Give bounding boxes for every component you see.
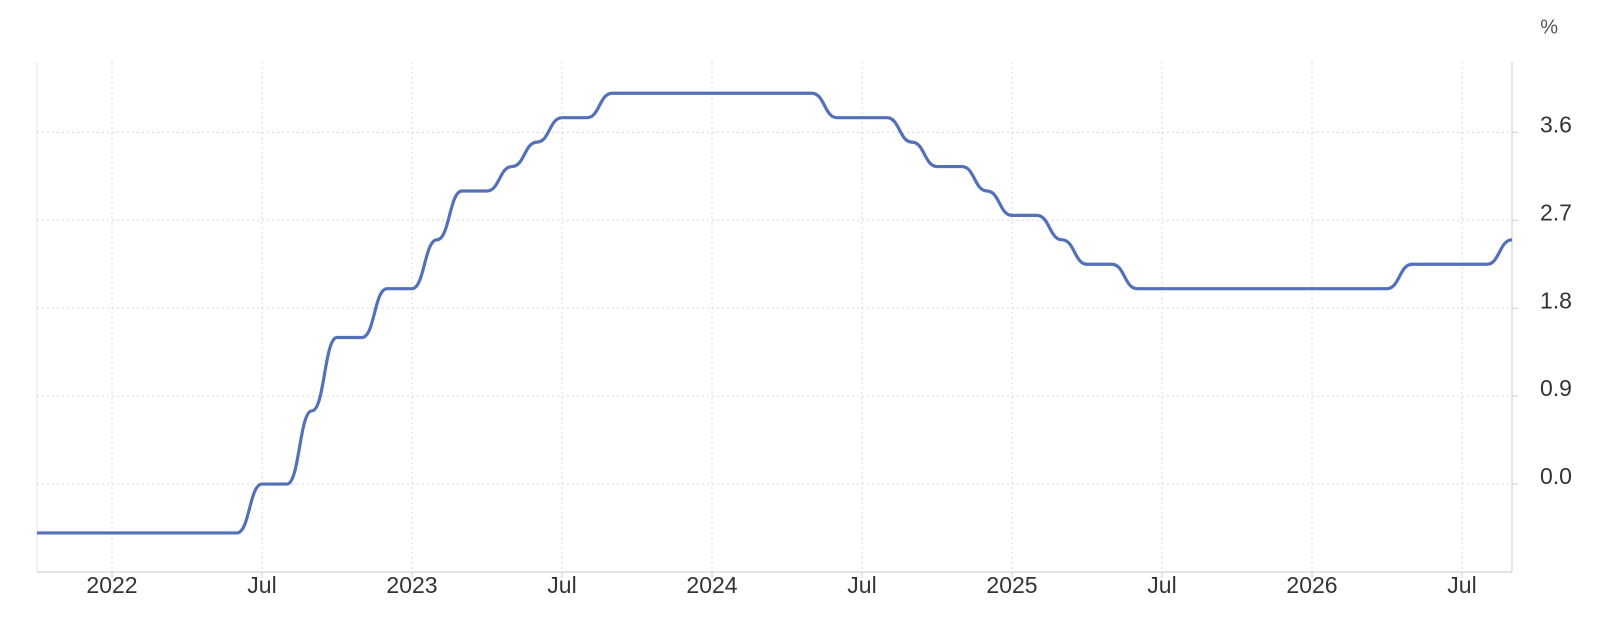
y-tick-label: 3.6 bbox=[1540, 111, 1572, 137]
x-tick-label: 2023 bbox=[386, 572, 437, 598]
x-tick-label: Jul bbox=[247, 572, 276, 598]
x-tick-label: 2025 bbox=[986, 572, 1037, 598]
x-tick-label: 2022 bbox=[86, 572, 137, 598]
x-tick-label: Jul bbox=[547, 572, 576, 598]
data-line bbox=[36, 91, 1513, 535]
y-tick-label: 2.7 bbox=[1540, 199, 1572, 225]
unit-label: % bbox=[1540, 16, 1558, 38]
y-tick-label: 1.8 bbox=[1540, 287, 1572, 313]
x-tick-label: Jul bbox=[847, 572, 876, 598]
y-tick-label: 0.0 bbox=[1540, 463, 1572, 489]
x-tick-label: 2026 bbox=[1286, 572, 1337, 598]
x-tick-label: 2024 bbox=[686, 572, 737, 598]
x-tick-label: Jul bbox=[1447, 572, 1476, 598]
x-tick-label: Jul bbox=[1147, 572, 1176, 598]
y-tick-label: 0.9 bbox=[1540, 375, 1572, 401]
